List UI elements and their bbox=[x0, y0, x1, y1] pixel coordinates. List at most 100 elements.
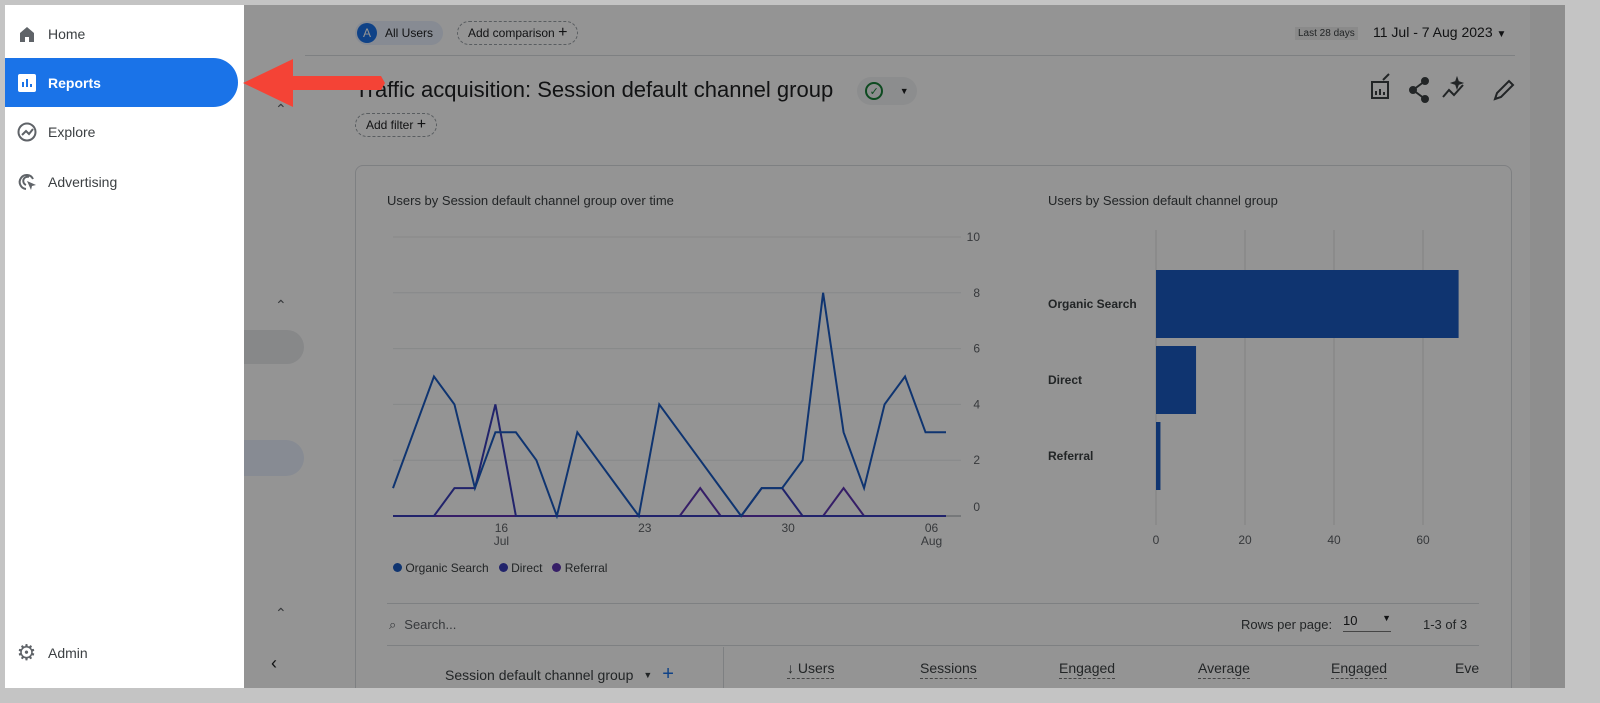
modal-scrim[interactable] bbox=[5, 5, 1565, 688]
navigation-drawer: Home Reports Explore Advertising ⚙ Admin bbox=[5, 5, 244, 688]
sidebar-item-home[interactable]: Home bbox=[5, 9, 238, 58]
legend-dot bbox=[498, 563, 508, 572]
add-comparison-button[interactable]: Add comparison + bbox=[457, 21, 579, 45]
table-search[interactable]: ⌕ Search... bbox=[389, 617, 689, 633]
add-filter-label: Add filter bbox=[366, 118, 414, 132]
dropdown-arrow-icon: ▼ bbox=[899, 86, 909, 96]
divider bbox=[387, 645, 1479, 646]
sidebar-item-admin[interactable]: ⚙ Admin bbox=[5, 628, 238, 677]
segment-chip[interactable]: A All Users bbox=[355, 21, 444, 45]
x-tick-label: 06 bbox=[925, 521, 939, 535]
column-header-engaged[interactable]: Engaged bbox=[1331, 660, 1388, 679]
divider bbox=[723, 647, 724, 688]
customize-report-icon[interactable] bbox=[1371, 73, 1390, 99]
rows-per-page-label: Rows per page: bbox=[1241, 617, 1333, 632]
x-tick-label: 60 bbox=[1416, 533, 1430, 547]
divider bbox=[305, 55, 1515, 56]
dimension-header-label: Session default channel group bbox=[445, 666, 634, 683]
edit-pencil-icon[interactable] bbox=[1493, 79, 1515, 101]
legend-label: Direct bbox=[511, 561, 543, 575]
sidebar-item-reports[interactable]: Reports bbox=[5, 58, 238, 107]
legend-dot bbox=[393, 563, 402, 572]
x-tick-label: 20 bbox=[1238, 533, 1252, 547]
line-chart-title: Users by Session default channel group o… bbox=[387, 193, 674, 208]
category-label: Organic Search bbox=[1048, 297, 1137, 311]
column-header-engaged-sessions[interactable]: Engaged bbox=[1059, 660, 1116, 679]
bar-organic-search bbox=[1156, 270, 1459, 338]
legend-label: Organic Search bbox=[405, 561, 489, 575]
search-input[interactable]: Search... bbox=[404, 617, 457, 632]
share-icon[interactable] bbox=[1409, 77, 1429, 103]
pagination-text: 1-3 of 3 bbox=[1423, 617, 1468, 632]
bar-chart-icon bbox=[5, 73, 48, 93]
series-line-organic-search bbox=[392, 292, 946, 520]
x-tick-label: 0 bbox=[1153, 533, 1160, 547]
bar-chart: 0 20 40 60 Organic Search Direct Referral bbox=[1048, 230, 1459, 547]
report-card bbox=[355, 165, 1512, 688]
column-header-users[interactable]: ↓ Users bbox=[787, 660, 835, 679]
add-filter-button[interactable]: Add filter + bbox=[355, 113, 438, 137]
advertising-icon bbox=[5, 171, 48, 193]
red-arrow-annotation bbox=[243, 59, 385, 107]
category-label: Referral bbox=[1048, 449, 1093, 463]
sidebar-item-label: Reports bbox=[48, 74, 101, 91]
collapse-nav-icon[interactable]: ‹ bbox=[271, 653, 277, 673]
legend-item-direct[interactable]: Direct bbox=[498, 561, 543, 575]
gear-icon: ⚙ bbox=[16, 639, 37, 665]
y-tick-label: 6 bbox=[973, 342, 980, 356]
y-tick-label: 10 bbox=[967, 230, 981, 244]
add-dimension-icon[interactable]: + bbox=[662, 663, 674, 685]
home-icon bbox=[5, 24, 48, 44]
y-tick-label: 8 bbox=[973, 286, 980, 300]
nav-item-selected-background bbox=[244, 440, 304, 476]
date-range-value: 11 Jul - 7 Aug 2023 bbox=[1373, 24, 1493, 40]
sidebar-item-label: Advertising bbox=[48, 173, 118, 190]
report-status-menu[interactable]: ✓ ▼ bbox=[857, 77, 917, 105]
page-title: Traffic acquisition: Session default cha… bbox=[355, 77, 834, 102]
column-header-sessions[interactable]: Sessions bbox=[920, 660, 977, 679]
sidebar-item-label: Home bbox=[48, 25, 86, 42]
bar-direct bbox=[1156, 346, 1197, 414]
y-tick-label: 0 bbox=[973, 500, 980, 514]
segment-label: All Users bbox=[385, 26, 434, 40]
y-tick-label: 4 bbox=[973, 397, 980, 411]
column-header-events[interactable]: Eve bbox=[1455, 660, 1480, 676]
x-tick-label: 16 bbox=[495, 521, 509, 535]
chevron-up-icon: ⌃ bbox=[275, 297, 287, 313]
plus-icon: + bbox=[416, 116, 427, 133]
check-circle-icon: ✓ bbox=[865, 82, 884, 100]
insights-icon[interactable] bbox=[1442, 75, 1465, 98]
series-line-direct bbox=[393, 404, 946, 517]
rows-per-page-value: 10 bbox=[1343, 613, 1358, 628]
segment-badge: A bbox=[357, 23, 377, 43]
main-content: ⌃ ⌃ ⌃ ‹ A All Users Add comparison + Las… bbox=[5, 5, 1565, 688]
date-range-picker[interactable]: 11 Jul - 7 Aug 2023 ▼ bbox=[1373, 24, 1506, 40]
dropdown-arrow-icon: ▼ bbox=[643, 669, 653, 680]
column-header-average[interactable]: Average bbox=[1198, 660, 1250, 679]
search-icon: ⌕ bbox=[389, 617, 397, 632]
x-tick-label: 23 bbox=[638, 521, 652, 535]
bar-chart-title: Users by Session default channel group bbox=[1048, 193, 1278, 208]
sidebar-item-label: Explore bbox=[48, 123, 96, 140]
arrow-icon bbox=[243, 59, 385, 107]
legend-item-organic[interactable]: Organic Search bbox=[393, 561, 489, 575]
sidebar-item-explore[interactable]: Explore bbox=[5, 107, 238, 156]
bar-referral bbox=[1156, 422, 1161, 490]
scrollbar-track[interactable] bbox=[1530, 5, 1565, 688]
app-window: ⌃ ⌃ ⌃ ‹ A All Users Add comparison + Las… bbox=[5, 5, 1565, 688]
chevron-up-icon: ⌃ bbox=[275, 605, 287, 621]
rows-per-page-select[interactable]: 10 ▼ bbox=[1343, 613, 1391, 632]
legend-item-referral[interactable]: Referral bbox=[552, 561, 607, 575]
chevron-up-icon: ⌃ bbox=[275, 101, 287, 117]
plus-icon: + bbox=[558, 24, 568, 41]
date-range-label: Last 28 days bbox=[1295, 27, 1358, 40]
explore-icon bbox=[5, 121, 48, 143]
dimension-column-header[interactable]: Session default channel group ▼ + bbox=[445, 663, 674, 686]
legend-label: Referral bbox=[564, 561, 608, 575]
nav-item-background bbox=[244, 330, 304, 364]
sidebar-item-advertising[interactable]: Advertising bbox=[5, 157, 238, 206]
x-tick-label: 40 bbox=[1327, 533, 1341, 547]
divider bbox=[387, 603, 1479, 604]
line-chart-legend: Organic Search Direct Referral bbox=[393, 561, 607, 575]
